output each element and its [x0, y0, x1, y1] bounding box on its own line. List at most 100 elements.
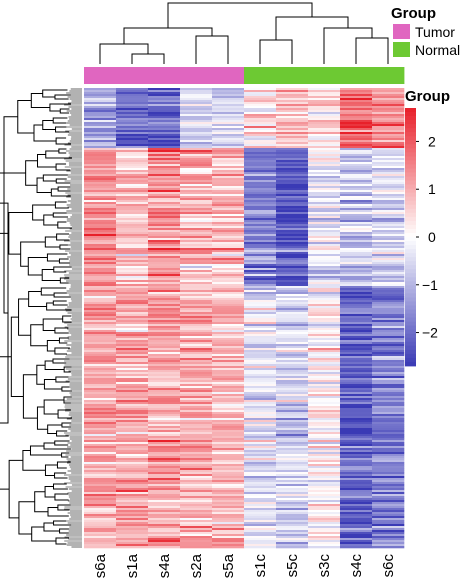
heatmap-cell	[212, 518, 245, 521]
heatmap-cell	[244, 266, 277, 269]
heatmap-cell	[212, 482, 245, 485]
heatmap-cell	[244, 184, 277, 187]
heatmap-cell	[308, 240, 341, 243]
heatmap-cell	[180, 174, 213, 177]
heatmap-cell	[84, 146, 117, 149]
heatmap-cell	[116, 152, 149, 155]
heatmap-cell	[180, 472, 213, 475]
heatmap-cell	[244, 182, 277, 185]
heatmap-cell	[212, 476, 245, 479]
colorbar-step	[405, 232, 416, 238]
heatmap-cell	[276, 372, 309, 375]
heatmap-cell	[340, 198, 373, 201]
heatmap-cell	[340, 410, 373, 413]
heatmap-cell	[340, 316, 373, 319]
heatmap-cell	[276, 140, 309, 143]
heatmap-cell	[276, 412, 309, 415]
heatmap-cell	[308, 168, 341, 171]
heatmap-cell	[308, 428, 341, 431]
dendrogram-link	[40, 287, 67, 296]
heatmap-cell	[180, 448, 213, 451]
heatmap-cell	[84, 216, 117, 219]
heatmap-cell	[276, 182, 309, 185]
heatmap-cell	[244, 286, 277, 289]
heatmap-cell	[372, 462, 405, 465]
heatmap-cell	[308, 142, 341, 145]
heatmap-cell	[276, 224, 309, 227]
heatmap-cell	[116, 92, 149, 95]
dendrogram-link	[167, 2, 313, 28]
heatmap-cell	[244, 334, 277, 337]
heatmap-cell	[84, 416, 117, 419]
heatmap-cell	[340, 332, 373, 335]
heatmap-cell	[372, 296, 405, 299]
heatmap-cell	[84, 240, 117, 243]
heatmap-cell	[372, 448, 405, 451]
heatmap-cell	[116, 412, 149, 415]
heatmap-cell	[276, 124, 309, 127]
heatmap-cell	[84, 248, 117, 251]
heatmap-cell	[148, 468, 181, 471]
heatmap-cell	[372, 122, 405, 125]
heatmap-cell	[212, 314, 245, 317]
heatmap-cell	[276, 250, 309, 253]
heatmap-cell	[308, 362, 341, 365]
heatmap-cell	[212, 172, 245, 175]
heatmap-cell	[116, 434, 149, 437]
heatmap-cell	[180, 150, 213, 153]
heatmap-cell	[276, 248, 309, 251]
heatmap-cell	[180, 342, 213, 345]
heatmap-cell	[180, 438, 213, 441]
heatmap-cell	[372, 322, 405, 325]
heatmap-cell	[84, 172, 117, 175]
heatmap-cell	[212, 214, 245, 217]
heatmap-cell	[116, 514, 149, 517]
heatmap-cell	[372, 174, 405, 177]
column-label: s6c	[380, 554, 397, 578]
heatmap-cell	[116, 248, 149, 251]
heatmap-cell	[180, 294, 213, 297]
heatmap-cell	[148, 490, 181, 493]
heatmap-cell	[340, 360, 373, 363]
heatmap-cell	[84, 542, 117, 545]
heatmap-cell	[308, 132, 341, 135]
heatmap-cell	[84, 148, 117, 151]
heatmap-cell	[308, 252, 341, 255]
heatmap-cell	[148, 430, 181, 433]
heatmap-cell	[84, 354, 117, 357]
heatmap-cell	[148, 182, 181, 185]
heatmap-cell	[212, 472, 245, 475]
heatmap-cell	[116, 230, 149, 233]
heatmap-cell	[116, 100, 149, 103]
heatmap-cell	[372, 450, 405, 453]
heatmap-cell	[116, 470, 149, 473]
heatmap-cell	[116, 394, 149, 397]
heatmap-cell	[308, 540, 341, 543]
dendrogram-link	[259, 39, 293, 64]
heatmap-cell	[148, 290, 181, 293]
heatmap-cell	[84, 154, 117, 157]
heatmap-cell	[180, 426, 213, 429]
heatmap-cell	[116, 464, 149, 467]
heatmap-cell	[84, 356, 117, 359]
heatmap-cell	[372, 500, 405, 503]
heatmap-cell	[244, 248, 277, 251]
heatmap-cell	[148, 352, 181, 355]
heatmap-cell	[116, 378, 149, 381]
heatmap-cell	[372, 250, 405, 253]
heatmap-cell	[308, 472, 341, 475]
heatmap-cell	[308, 144, 341, 147]
heatmap-cell	[244, 522, 277, 525]
heatmap-cell	[340, 482, 373, 485]
heatmap-cell	[212, 150, 245, 153]
dendrogram-link	[37, 154, 57, 168]
heatmap-cell	[212, 306, 245, 309]
heatmap-cell	[84, 422, 117, 425]
heatmap-cell	[148, 218, 181, 221]
heatmap-cell	[372, 386, 405, 389]
heatmap-cell	[84, 328, 117, 331]
heatmap-cell	[84, 88, 117, 91]
heatmap-cell	[244, 118, 277, 121]
heatmap-cell	[148, 288, 181, 291]
heatmap-cell	[180, 466, 213, 469]
